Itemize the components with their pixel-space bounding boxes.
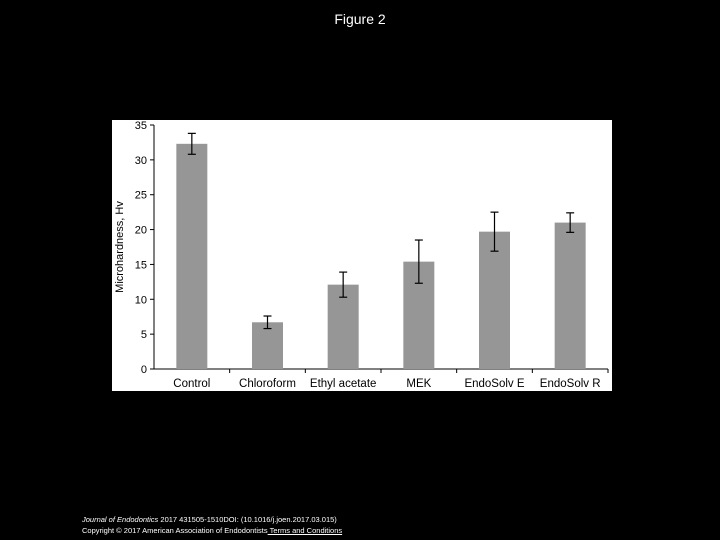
x-tick-label: Ethyl acetate bbox=[310, 378, 376, 390]
y-tick-label: 20 bbox=[135, 225, 147, 237]
citation-text: 2017 431505-1510DOI: (10.1016/j.joen.201… bbox=[158, 515, 337, 524]
bar bbox=[479, 231, 510, 369]
bar bbox=[252, 322, 283, 369]
y-tick-label: 15 bbox=[135, 259, 147, 271]
chart-panel: 0 5 10 15 20 25 30 35 Microhardness, Hv Control Ch… bbox=[112, 120, 612, 391]
copyright-text: Copyright © 2017 American Association of… bbox=[82, 526, 268, 535]
y-tick-label: 35 bbox=[135, 120, 147, 132]
x-tick-label: EndoSolv E bbox=[464, 378, 524, 390]
journal-name: Journal of Endodontics bbox=[82, 515, 159, 524]
x-tick-label: EndoSolv R bbox=[540, 378, 601, 390]
y-tick-label: 5 bbox=[141, 329, 147, 341]
copyright-line: Copyright © 2017 American Association of… bbox=[82, 525, 342, 536]
y-tick-label: 0 bbox=[141, 364, 147, 376]
bar bbox=[176, 143, 208, 369]
y-tick-label: 30 bbox=[135, 155, 147, 167]
bar bbox=[554, 222, 586, 369]
x-tick-label: Control bbox=[173, 378, 210, 390]
footer: Journal of Endodontics 2017 431505-1510D… bbox=[82, 514, 342, 536]
x-tick-label: MEK bbox=[406, 378, 431, 390]
bar-chart: 0 5 10 15 20 25 30 35 Microhardness, Hv Control Ch… bbox=[114, 120, 609, 390]
y-tick-label: 10 bbox=[135, 294, 147, 306]
x-tick-label: Chloroform bbox=[239, 378, 296, 390]
y-axis-title: Microhardness, Hv bbox=[114, 201, 126, 293]
terms-link[interactable]: Terms and Conditions bbox=[267, 526, 343, 535]
slide-title: Figure 2 bbox=[334, 11, 386, 27]
bar bbox=[327, 284, 359, 369]
citation-line: Journal of Endodontics 2017 431505-1510D… bbox=[82, 514, 342, 525]
y-tick-label: 25 bbox=[135, 190, 147, 202]
